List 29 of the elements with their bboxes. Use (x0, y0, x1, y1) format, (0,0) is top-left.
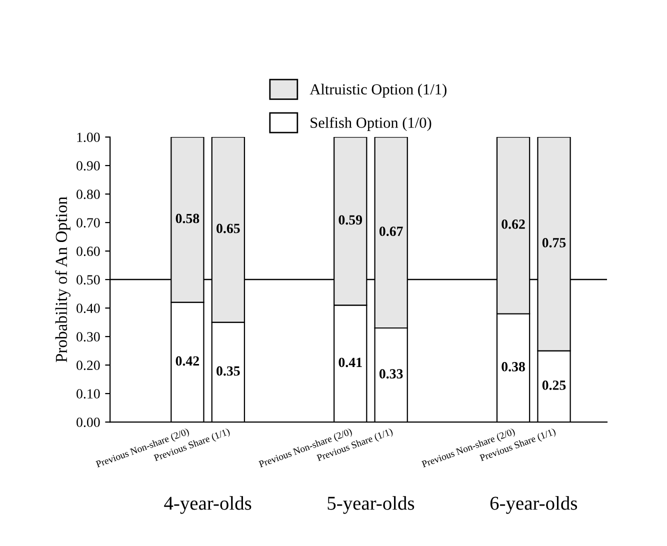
text: 6-year-olds (490, 496, 578, 514)
y-tick-label: 0.30 (76, 332, 100, 342)
y-tick-label: 1.00 (77, 132, 100, 142)
data-label: 0.42 (176, 356, 199, 366)
y-tick-label: 0.70 (76, 218, 100, 228)
y-tick-label: 0.50 (76, 275, 100, 285)
y-tick-label: 0.10 (76, 389, 100, 399)
y-tick-label: 0.40 (76, 304, 100, 314)
data-label: 0.59 (338, 215, 362, 225)
data-label: 0.41 (338, 358, 362, 368)
data-label: 0.25 (542, 380, 566, 390)
data-label: 0.75 (542, 238, 566, 248)
y-tick-label: 0.60 (76, 246, 100, 256)
data-label: 0.58 (176, 214, 200, 224)
y-tick-label: 0.00 (76, 418, 100, 428)
data-label: 0.65 (216, 224, 240, 234)
data-label: 0.35 (216, 366, 240, 376)
y-tick-label: 0.90 (76, 161, 100, 171)
legend-label: Altruistic Option (1/1) (310, 84, 446, 98)
text: 4-year-olds (164, 496, 252, 514)
data-label: 0.38 (502, 362, 525, 372)
data-label: 0.33 (379, 369, 403, 379)
data-label: 0.67 (379, 226, 403, 236)
text: 5-year-olds (328, 496, 414, 514)
legend-label: Selfish Option (1/0) (310, 116, 432, 131)
data-label: 0.62 (502, 220, 525, 229)
y-tick-label: 0.80 (76, 190, 100, 200)
y-axis-title: Probability of An Option (55, 196, 70, 362)
y-tick-label: 0.20 (76, 360, 100, 370)
